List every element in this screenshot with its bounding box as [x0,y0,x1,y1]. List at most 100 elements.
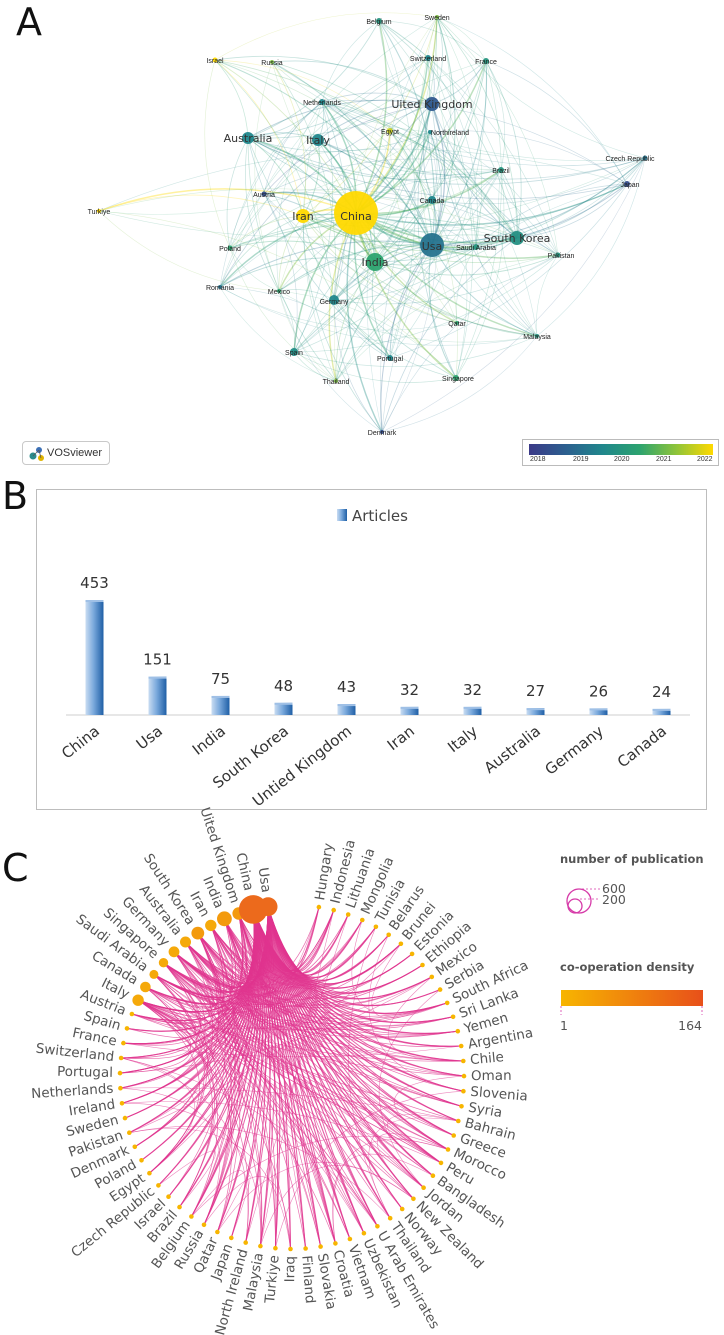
size-legend-200: 200 [602,892,626,907]
chord-link [267,906,449,1150]
network-link [333,131,431,301]
chord-link [185,941,321,1247]
network-link [346,212,383,433]
network-link [431,103,518,239]
node-spain [290,348,298,356]
network-link [247,137,376,263]
network-link [371,261,391,359]
network-link [374,57,430,263]
chord-node-france [121,1040,126,1046]
network-link [335,199,433,382]
bar-top-germany [589,708,608,711]
node-label-netherlands: Netherlands [303,100,341,107]
network-link [333,254,559,305]
chord-label-oman: Oman [471,1068,512,1084]
network-link [263,193,298,353]
chord-node-switzerland [118,1055,124,1061]
network-link [219,103,433,288]
chord-node-greece [451,1133,457,1138]
network-link [431,16,456,246]
bar-top-australia [526,708,545,711]
network-link [293,16,438,353]
chord-label-slovenia: Slovenia [470,1084,529,1105]
chord-label-portugal: Portugal [57,1064,113,1081]
chord-link [376,1133,449,1199]
bar-top-italy [463,706,482,709]
network-link [219,286,538,346]
node-portugal [387,355,393,361]
node-label-usa: Usa [422,240,443,253]
node-label-austria: Austria [253,192,275,199]
chord-node-bangladesh [430,1173,436,1178]
value-label-usa: 151 [143,651,172,669]
network-link [302,131,431,217]
network-link [374,254,559,276]
network-link [355,212,559,259]
network-link [293,351,337,382]
network-link [219,16,438,288]
network-link [247,20,380,139]
chord-node-iraq [288,1246,293,1252]
chord-node-lithuania [345,912,351,917]
network-link [335,254,559,382]
chord-link [238,913,336,1244]
network-link [293,101,334,353]
network-link [333,299,457,379]
chord-link [153,974,378,1227]
network-link [247,137,433,201]
node-label-south-korea: South Korea [484,232,551,245]
node-label-iran: Iran [292,210,314,223]
network-link [436,16,538,337]
network-link [321,92,433,105]
chord-link [153,974,233,1233]
chord-link [245,914,349,1243]
network-link [417,103,457,379]
chord-node-denmark [132,1144,138,1150]
chord-link [137,909,255,1013]
chord-link [173,909,334,988]
chord-node-jordan [421,1185,426,1190]
network-link [98,210,280,292]
network-link [431,199,538,337]
chord-node-new-zealand [411,1196,416,1202]
network-link [378,20,502,171]
chord-node-russia [201,1222,207,1228]
chord-link [145,951,211,1012]
chord-node-slovakia [318,1244,323,1249]
node-northireland [428,130,432,134]
panel-c-letter: C [2,846,29,890]
network-link [302,139,320,217]
network-link [263,193,538,337]
network-link [263,191,477,248]
chord-link [163,919,363,995]
value-label-untied-kingdom: 43 [337,678,356,696]
bar-canada [652,708,671,715]
chord-node-sri-lanka [450,1014,456,1020]
chord-link [267,906,365,1234]
network-link [302,215,477,252]
chord-node-malaysia [258,1243,263,1249]
node-label-northireland: Northireland [431,130,469,137]
chord-link [131,999,195,1035]
node-turkiye [97,209,101,213]
network-link [214,59,477,248]
chord-link [145,986,449,1150]
chord-node-brunei [398,941,404,947]
bar-south-korea [274,702,293,715]
network-link [321,101,559,256]
legend-year-2019: 2019 [573,456,589,463]
network-link [500,169,559,256]
node-saudi-arabia [473,244,479,250]
node-czech-republic [642,155,648,161]
chord-link [137,999,442,1164]
network-link [263,193,458,324]
network-link [431,103,538,337]
node-label-russia: Russia [261,60,283,67]
network-link [247,101,323,139]
network-link [219,286,391,359]
network-link [271,61,431,133]
chord-link [137,999,448,1031]
network-link [431,199,518,239]
node-iran [296,209,310,223]
density-gradient-bar [561,990,703,1006]
